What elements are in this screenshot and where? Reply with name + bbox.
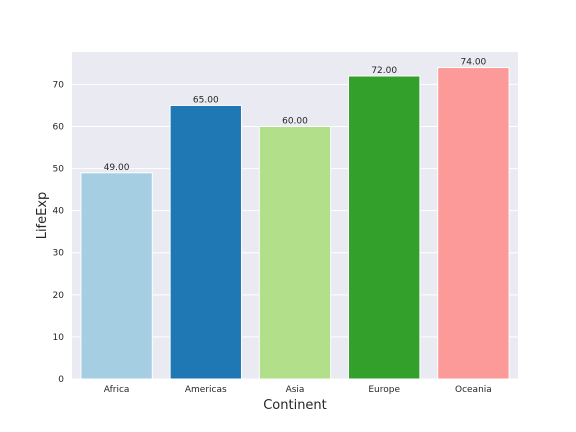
y-tick-label: 70 xyxy=(53,80,65,90)
x-tick-labels: Africa Americas Asia Europe Oceania xyxy=(104,385,492,395)
bar-africa xyxy=(80,172,153,380)
x-tick-label-oceania: Oceania xyxy=(455,385,492,395)
y-tick-labels: 0 10 20 30 40 50 60 70 xyxy=(53,80,65,385)
y-tick-label: 20 xyxy=(53,291,65,301)
y-tick-label: 30 xyxy=(53,249,65,259)
x-tick-label-asia: Asia xyxy=(286,385,305,395)
bar-value-label-asia: 60.00 xyxy=(282,116,308,126)
x-tick-label-europe: Europe xyxy=(368,385,400,395)
bar-europe xyxy=(348,75,421,380)
x-axis-label: Continent xyxy=(263,398,327,413)
y-axis-label: LifeExp xyxy=(35,192,50,240)
x-tick-label-americas: Americas xyxy=(185,385,227,395)
x-tick-label-africa: Africa xyxy=(104,385,130,395)
bar-value-labels: 49.00 65.00 60.00 72.00 74.00 xyxy=(104,58,487,173)
bar-value-label-oceania: 74.00 xyxy=(461,58,487,68)
y-tick-label: 0 xyxy=(58,375,64,385)
bar-asia xyxy=(258,125,332,380)
bar-oceania xyxy=(437,67,510,380)
bar-americas xyxy=(169,104,242,380)
y-tick-label: 60 xyxy=(53,122,65,132)
bar-value-label-africa: 49.00 xyxy=(104,163,130,173)
y-tick-label: 40 xyxy=(53,207,65,217)
y-tick-label: 50 xyxy=(53,165,65,175)
bar-value-label-americas: 65.00 xyxy=(193,95,219,105)
y-tick-label: 10 xyxy=(53,333,65,343)
bars xyxy=(80,67,510,380)
bar-value-label-europe: 72.00 xyxy=(371,66,397,76)
